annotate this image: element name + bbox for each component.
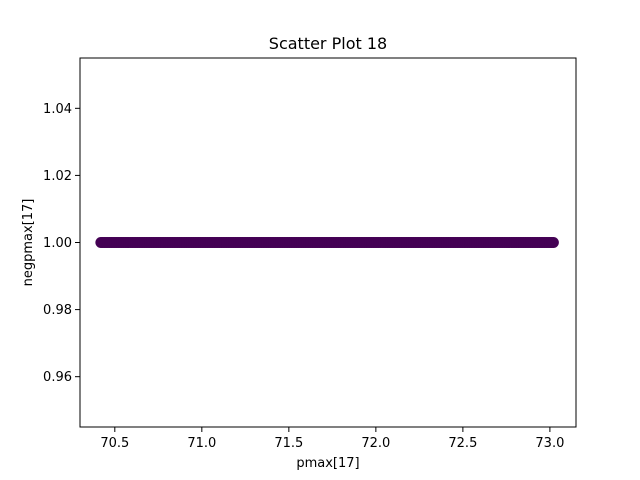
- x-tick-label: 70.5: [100, 436, 129, 451]
- x-tick-label: 73.0: [535, 436, 564, 451]
- data-points: [95, 237, 559, 248]
- x-axis-label: pmax[17]: [296, 456, 359, 471]
- chart-title: Scatter Plot 18: [269, 34, 387, 53]
- x-tick-label: 71.0: [187, 436, 216, 451]
- x-axis-ticks: 70.5 71.0 71.5 72.0 72.5 73.0: [100, 427, 564, 451]
- x-tick-label: 71.5: [274, 436, 303, 451]
- y-tick-label: 0.96: [43, 370, 72, 385]
- y-tick-label: 1.04: [43, 102, 72, 117]
- data-point: [547, 237, 559, 248]
- y-axis-label: negpmax[17]: [21, 199, 36, 287]
- x-tick-label: 72.0: [361, 436, 390, 451]
- y-axis-ticks: 0.96 0.98 1.00 1.02 1.04: [43, 102, 80, 385]
- x-tick-label: 72.5: [448, 436, 477, 451]
- y-tick-label: 0.98: [43, 303, 72, 318]
- y-tick-label: 1.00: [43, 236, 72, 251]
- y-tick-label: 1.02: [43, 169, 72, 184]
